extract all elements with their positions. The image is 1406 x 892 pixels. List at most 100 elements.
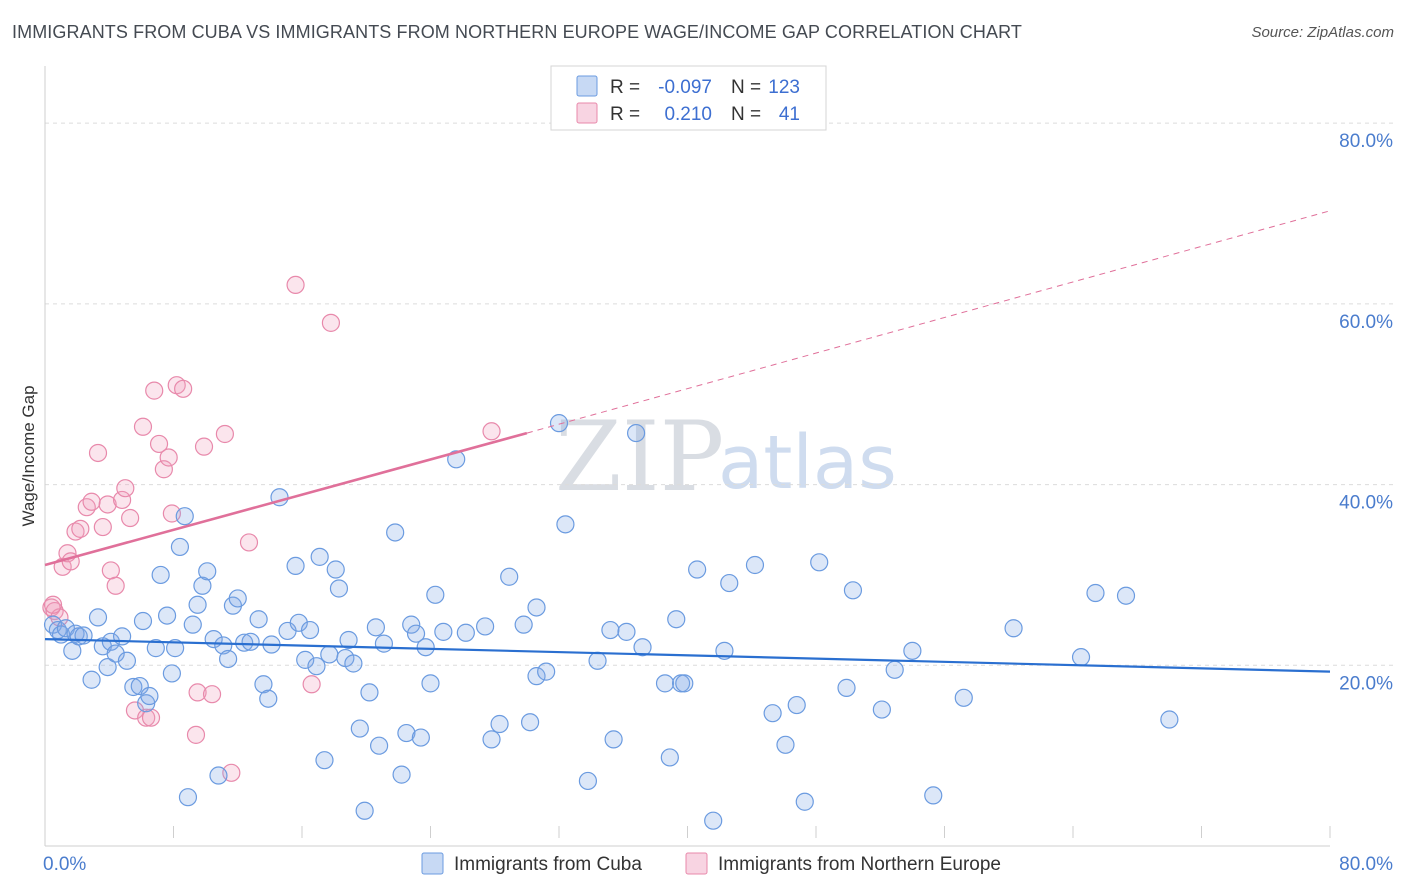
cuba-point-72 — [416, 638, 435, 657]
cuba-point-77 — [456, 623, 475, 642]
northern-europe-point-6 — [66, 522, 85, 541]
northern-europe-point-37 — [302, 675, 321, 694]
cuba-point-23 — [157, 606, 177, 625]
cuba-point-65 — [374, 634, 394, 653]
cuba-point-102 — [704, 811, 723, 830]
source-label: Source: ZipAtlas.com — [1251, 24, 1394, 41]
cuba-point-53 — [315, 751, 334, 770]
cuba-point-31 — [193, 576, 212, 595]
y-tick-labels: 20.0% 40.0% 60.0% 80.0% — [1339, 131, 1393, 694]
cuba-point-75 — [434, 622, 453, 641]
cuba-point-50 — [300, 620, 320, 640]
cuba-point-85 — [527, 667, 546, 686]
northern-europe-point-20 — [137, 708, 156, 727]
northern-europe-point-24 — [154, 460, 173, 479]
cuba-point-81 — [500, 567, 519, 586]
y-tick-label-0: 20.0% — [1339, 673, 1393, 694]
cuba-point-39 — [235, 633, 254, 652]
northern-europe-point-18 — [125, 701, 145, 720]
northern-europe-point-36 — [286, 275, 305, 295]
cuba-point-59 — [344, 654, 363, 673]
cuba-point-82 — [514, 615, 533, 634]
cuba-point-67 — [392, 765, 411, 784]
cuba-point-93 — [617, 622, 636, 641]
cuba-point-96 — [655, 674, 675, 693]
cuba-point-94 — [626, 423, 646, 443]
cuba-point-32 — [198, 562, 217, 581]
northern-europe-point-23 — [149, 434, 169, 454]
cuba-point-74 — [426, 585, 445, 604]
trend-line-northern-europe-dashed — [526, 210, 1331, 434]
cuba-point-28 — [178, 788, 198, 807]
cuba-point-95 — [633, 638, 652, 657]
legend-r-value-2: 0.210 — [664, 104, 712, 125]
northern-europe-point-28 — [174, 379, 193, 398]
cuba-point-48 — [289, 613, 308, 632]
axes — [44, 66, 1330, 847]
cuba-point-62 — [360, 683, 379, 702]
cuba-point-3 — [56, 619, 75, 638]
cuba-point-112 — [843, 581, 863, 600]
northern-europe-point-14 — [106, 576, 125, 595]
cuba-point-64 — [370, 736, 389, 755]
northern-europe-point-32 — [202, 685, 222, 704]
cuba-point-52 — [310, 547, 329, 566]
cuba-point-16 — [124, 677, 143, 697]
cuba-point-29 — [183, 615, 202, 634]
cuba-point-88 — [556, 515, 575, 534]
y-tick-label-3: 80.0% — [1339, 131, 1393, 152]
cuba-point-84 — [527, 598, 546, 617]
cuba-point-73 — [421, 674, 440, 693]
northern-europe-point-25 — [159, 448, 178, 467]
cuba-point-55 — [326, 560, 345, 579]
cuba-point-71 — [411, 728, 430, 747]
cuba-point-98 — [667, 610, 686, 629]
northern-europe-point-40 — [43, 595, 63, 614]
cuba-point-121 — [1116, 586, 1136, 605]
series-legend: Immigrants from Cuba Immigrants from Nor… — [421, 852, 1001, 875]
northern-europe-point-16 — [116, 479, 135, 498]
cuba-point-21 — [146, 639, 165, 658]
cuba-point-100 — [675, 674, 694, 693]
cuba-point-24 — [162, 664, 181, 683]
cuba-point-13 — [106, 644, 125, 663]
cuba-point-106 — [763, 704, 782, 723]
legend-r-label-2: R = — [610, 104, 640, 125]
cuba-point-113 — [872, 700, 891, 719]
northern-europe-point-12 — [98, 495, 117, 514]
cuba-point-109 — [795, 792, 814, 811]
cuba-point-61 — [355, 801, 374, 820]
cuba-point-89 — [578, 771, 598, 791]
cuba-point-18 — [133, 611, 153, 631]
watermark-zip: ZIP — [555, 401, 724, 513]
bottom-legend-label-cuba: Immigrants from Cuba — [454, 854, 642, 875]
y-axis-label: Wage/Income Gap — [19, 385, 38, 526]
y-tick-label-2: 60.0% — [1339, 312, 1393, 333]
cuba-point-119 — [1071, 648, 1091, 667]
cuba-point-26 — [170, 537, 190, 557]
trend-line-cuba — [44, 637, 1331, 673]
cuba-point-97 — [660, 748, 679, 767]
cuba-point-56 — [329, 579, 349, 598]
legend-swatch-cuba — [576, 75, 598, 97]
cuba-point-104 — [720, 573, 739, 593]
cuba-point-15 — [117, 651, 137, 670]
cuba-point-11 — [98, 658, 117, 677]
cuba-point-43 — [259, 689, 278, 708]
trend-line-northern-europe-solid — [44, 431, 528, 567]
northern-europe-point-39 — [482, 422, 501, 441]
northern-europe-point-21 — [141, 708, 161, 727]
cuba-point-38 — [228, 589, 247, 608]
grid-lines — [45, 122, 1395, 666]
cuba-point-49 — [296, 650, 315, 669]
cuba-point-14 — [112, 627, 132, 646]
cuba-point-110 — [810, 553, 829, 572]
cuba-point-70 — [406, 624, 426, 643]
cuba-point-8 — [82, 670, 101, 689]
cuba-point-69 — [402, 615, 421, 634]
x-tick-label-0: 0.0% — [43, 854, 86, 875]
cuba-point-118 — [1004, 619, 1023, 638]
northern-europe-point-33 — [215, 424, 234, 444]
legend-r-value-1: -0.097 — [658, 77, 712, 98]
